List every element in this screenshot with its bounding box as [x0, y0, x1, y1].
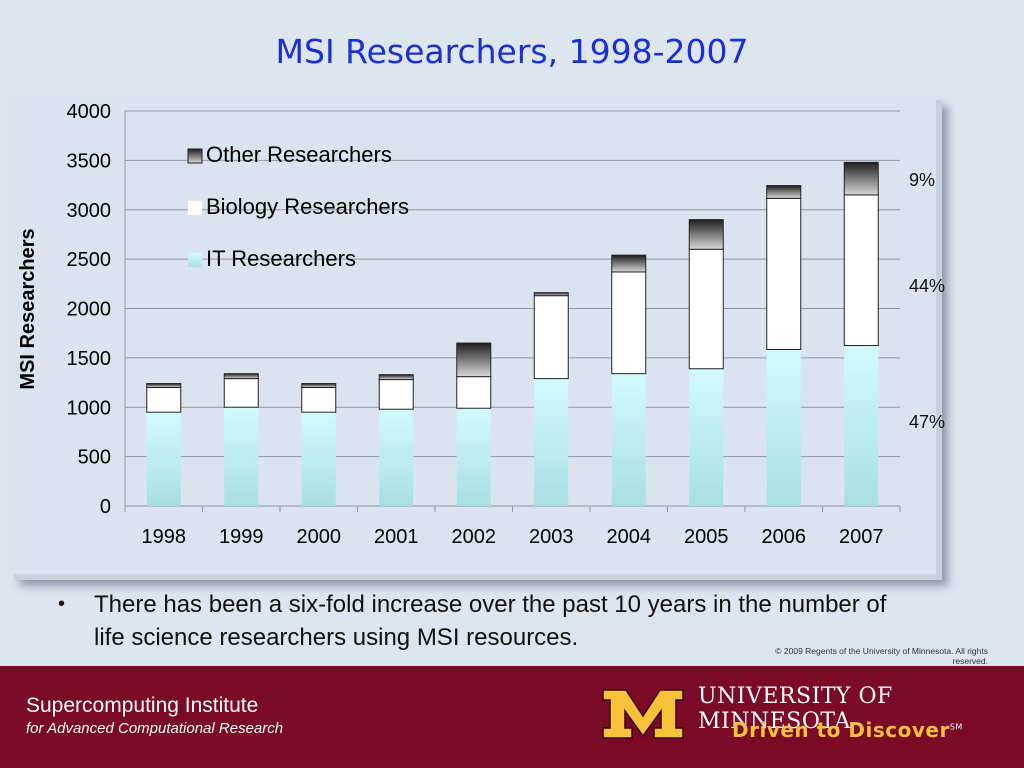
- chart-panel: 0 500 1000 1500 2000 2500 3000 3500 4000 1998 1999…: [8, 94, 945, 574]
- y-tick-label: 3000: [67, 200, 112, 222]
- bar-it-segment: [456, 408, 491, 506]
- y-tick-label: 2500: [67, 249, 112, 271]
- x-tick-label: 2007: [839, 526, 884, 548]
- annotation-other-pct: 9%: [909, 170, 936, 190]
- y-axis-title: MSI Researchers: [17, 228, 39, 389]
- service-mark: SM: [949, 722, 963, 732]
- y-tick-label: 3500: [67, 150, 112, 172]
- x-tick-label: 2003: [529, 526, 574, 548]
- bar-other-segment: [611, 254, 647, 273]
- legend-label: Other Researchers: [206, 142, 392, 167]
- bar-other-segment: [378, 374, 414, 381]
- block-m-logo: [602, 689, 684, 739]
- bar-biology-segment: [301, 387, 337, 413]
- bar-it-segment: [689, 368, 724, 506]
- x-tick-label: 2000: [297, 526, 342, 548]
- bar-it-segment: [224, 407, 259, 506]
- x-tick-label: 2001: [374, 526, 419, 548]
- bar-biology-segment: [611, 271, 647, 375]
- bar-other-segment: [766, 185, 802, 199]
- bar-biology-segment: [456, 376, 492, 409]
- institute-name: Supercomputing Institute: [26, 694, 259, 717]
- tagline-text: Driven to Discover: [732, 718, 950, 742]
- bar-it-segment: [844, 345, 879, 506]
- institute-subtitle: for Advanced Computational Research: [26, 720, 284, 737]
- bar-biology-segment: [146, 387, 182, 413]
- bar-it-segment: [379, 409, 414, 506]
- x-tick-label: 2005: [684, 526, 729, 548]
- bullet-dot: •: [58, 593, 66, 615]
- legend-swatch: [188, 253, 202, 267]
- x-tick-label: 2002: [452, 526, 497, 548]
- x-tick-label: 1999: [219, 526, 264, 548]
- bar-biology-segment: [843, 194, 879, 347]
- legend-label: IT Researchers: [206, 246, 356, 271]
- x-tick-label: 1998: [142, 526, 187, 548]
- legend-swatch: [188, 201, 202, 215]
- bar-it-segment: [534, 378, 569, 506]
- university-wordmark: UNIVERSITY OF MINNESOTA: [698, 684, 893, 734]
- slide-title: MSI Researchers, 1998-2007: [275, 32, 749, 71]
- x-tick-label: 2006: [762, 526, 807, 548]
- bar-it-segment: [301, 412, 336, 506]
- bar-it-segment: [766, 349, 801, 506]
- annotation-it-pct: 47%: [909, 412, 946, 432]
- bar-it-segment: [611, 373, 646, 506]
- bar-biology-segment: [766, 197, 802, 350]
- y-tick-label: 2000: [67, 299, 112, 321]
- y-tick-label: 500: [78, 447, 111, 469]
- bar-other-segment: [301, 383, 337, 388]
- y-tick-label: 1000: [67, 397, 112, 419]
- stacked-bar-chart: 0 500 1000 1500 2000 2500 3000 3500 4000 1998 1999…: [17, 101, 901, 548]
- y-tick-label: 4000: [67, 101, 112, 123]
- copyright-notice: © 2009 Regents of the University of Minn…: [775, 646, 988, 666]
- bar-other-segment: [533, 292, 569, 297]
- bar-biology-segment: [378, 379, 414, 410]
- bar-biology-segment: [688, 248, 724, 370]
- bullet-text: There has been a six-fold increase over …: [94, 591, 887, 651]
- legend-label: Biology Researchers: [206, 194, 409, 219]
- y-tick-label: 0: [100, 496, 111, 518]
- bar-other-segment: [223, 373, 259, 380]
- bar-it-segment: [146, 412, 181, 506]
- bar-other-segment: [456, 342, 492, 378]
- annotation-biology-pct: 44%: [909, 276, 946, 296]
- x-tick-label: 2004: [607, 526, 652, 548]
- tagline: Driven to DiscoverSM: [732, 718, 963, 742]
- footer-bar: Supercomputing Institute for Advanced Co…: [0, 666, 1024, 768]
- bar-other-segment: [688, 219, 724, 250]
- bullet-point: • There has been a six-fold increase ove…: [58, 588, 918, 654]
- bar-other-segment: [146, 383, 182, 388]
- bar-other-segment: [843, 161, 879, 196]
- legend-swatch: [187, 148, 203, 164]
- bar-biology-segment: [223, 378, 259, 408]
- y-tick-label: 1500: [67, 348, 112, 370]
- bar-biology-segment: [533, 295, 569, 380]
